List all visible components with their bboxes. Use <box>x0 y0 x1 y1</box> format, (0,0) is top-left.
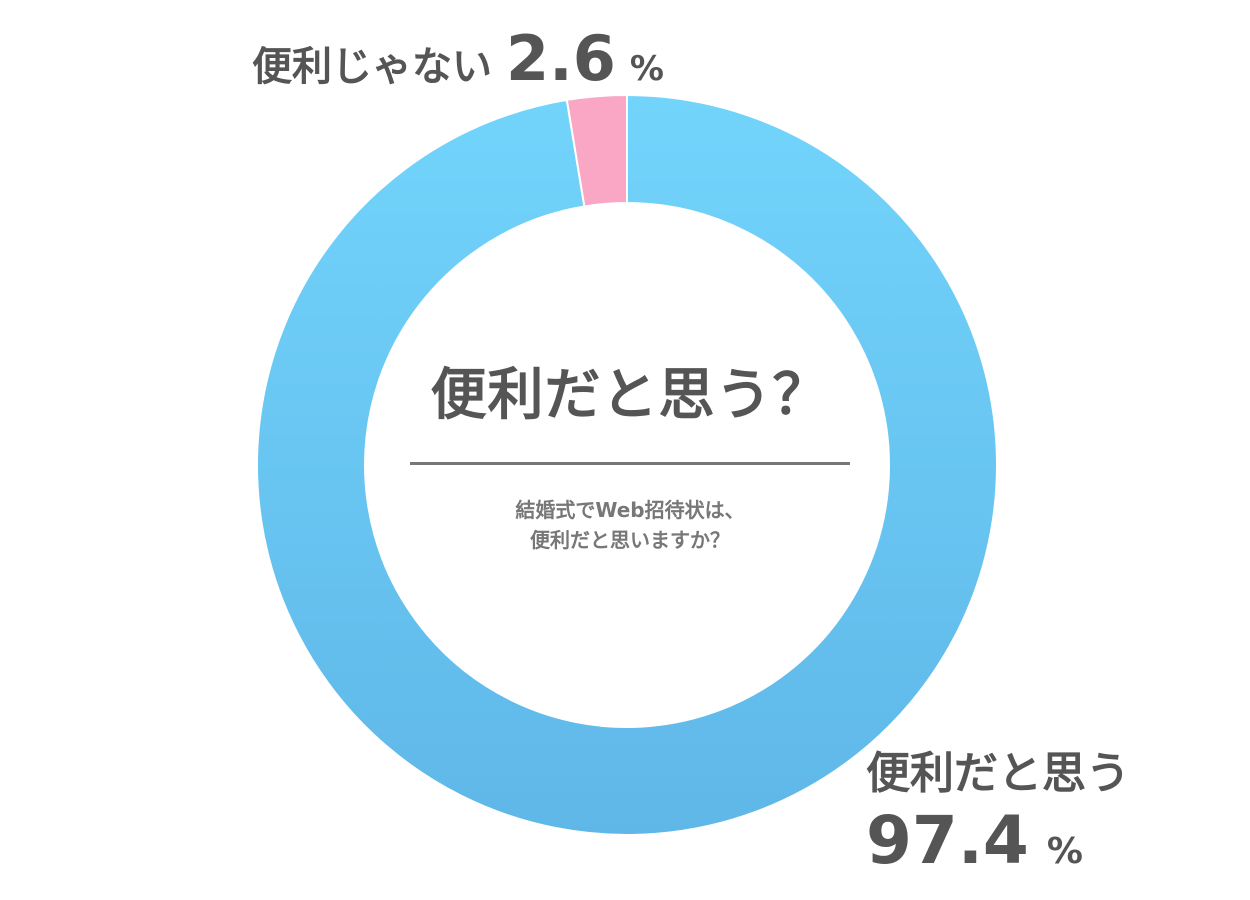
title-divider <box>410 462 850 465</box>
slice-label-convenient: 97.4% <box>866 808 1083 874</box>
subtitle-line-2: 便利だと思いますか？ <box>530 528 730 552</box>
chart-subtitle: 結婚式でWeb招待状は、 便利だと思いますか？ <box>410 495 850 555</box>
slice-convenient <box>256 93 998 836</box>
slice-label-convenient-name: 便利だと思う <box>866 748 1130 799</box>
donut-slices <box>256 93 998 836</box>
slice-label-not-convenient: 便利じゃない 2.6% <box>252 28 664 90</box>
slice-label-not-convenient-unit: % <box>629 49 664 89</box>
slice-label-not-convenient-name: 便利じゃない <box>252 44 492 90</box>
slice-label-convenient-value: 97.4 <box>866 802 1029 879</box>
slice-label-convenient-unit: % <box>1046 831 1083 872</box>
slice-label-not-convenient-value: 2.6 <box>506 22 616 95</box>
subtitle-line-1: 結婚式でWeb招待状は、 <box>515 498 745 522</box>
slice-not-convenient <box>565 93 628 208</box>
chart-title: 便利だと思う？ <box>430 363 830 428</box>
